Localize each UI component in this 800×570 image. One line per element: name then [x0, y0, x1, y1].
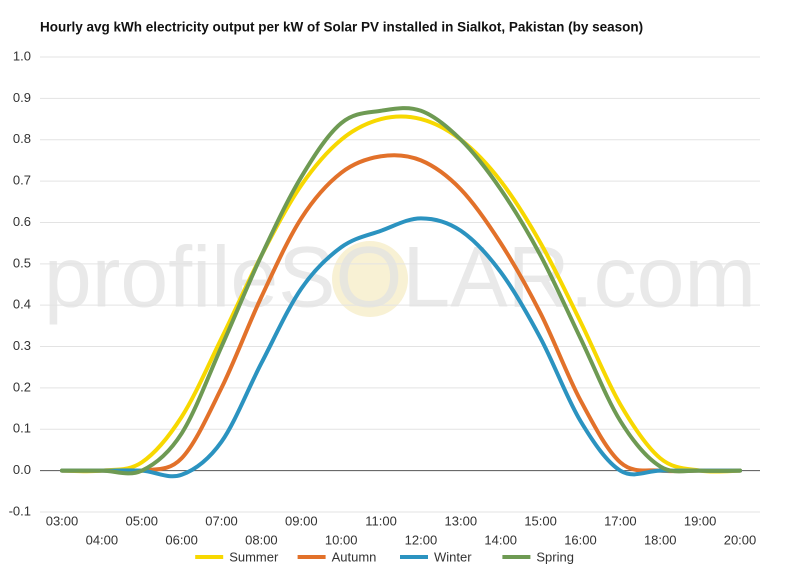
y-tick-label: 0.2: [13, 379, 31, 394]
y-tick-label: -0.1: [9, 503, 31, 518]
y-tick-label: 0.7: [13, 173, 31, 188]
x-tick-label: 20:00: [724, 532, 757, 547]
x-tick-label: 04:00: [86, 532, 119, 547]
x-tick-label: 03:00: [46, 513, 79, 528]
x-tick-label: 06:00: [165, 532, 198, 547]
x-tick-label: 19:00: [684, 513, 717, 528]
x-tick-label: 10:00: [325, 532, 358, 547]
y-tick-label: 1.0: [13, 48, 31, 63]
x-tick-label: 16:00: [564, 532, 597, 547]
legend-label: Autumn: [332, 549, 377, 564]
y-tick-label: 0.5: [13, 255, 31, 270]
series-line: [60, 114, 742, 474]
legend-label: Spring: [536, 549, 574, 564]
x-tick-label: 17:00: [604, 513, 637, 528]
y-tick-label: 0.6: [13, 214, 31, 229]
y-tick-label: 0.3: [13, 338, 31, 353]
x-tick-label: 12:00: [405, 532, 438, 547]
y-tick-label: 0.0: [13, 462, 31, 477]
y-tick-label: 0.4: [13, 297, 31, 312]
series-line: [60, 216, 742, 479]
x-tick-label: 05:00: [125, 513, 158, 528]
chart-title: Hourly avg kWh electricity output per kW…: [40, 20, 643, 35]
watermark: profileSOLAR.com: [44, 230, 756, 326]
y-tick-label: 0.8: [13, 131, 31, 146]
x-tick-label: 09:00: [285, 513, 318, 528]
x-tick-label: 13:00: [445, 513, 478, 528]
watermark-sun: [332, 241, 408, 317]
legend-label: Summer: [229, 549, 279, 564]
x-tick-label: 11:00: [365, 513, 397, 528]
y-tick-label: 0.9: [13, 90, 31, 105]
legend-label: Winter: [434, 549, 472, 564]
x-tick-label: 08:00: [245, 532, 278, 547]
y-tick-label: 0.1: [13, 421, 31, 436]
series-line: [60, 153, 742, 474]
x-tick-label: 07:00: [205, 513, 238, 528]
series-line: [60, 106, 742, 476]
x-tick-label: 15:00: [524, 513, 557, 528]
x-tick-label: 18:00: [644, 532, 677, 547]
x-tick-label: 14:00: [484, 532, 517, 547]
